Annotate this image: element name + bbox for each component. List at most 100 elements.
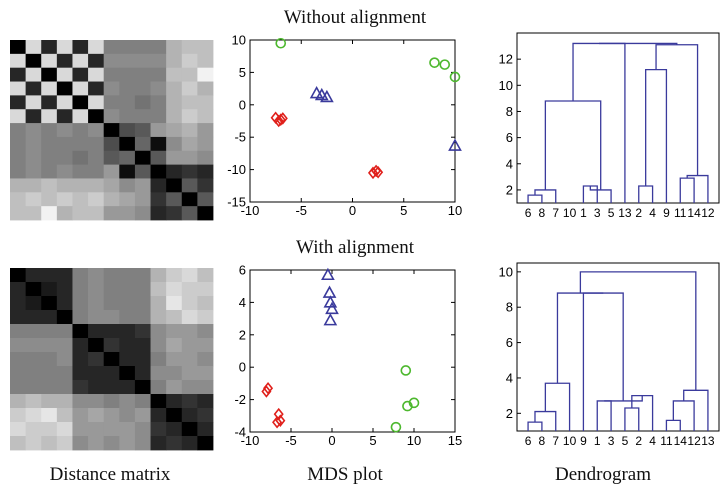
heatmap-cell [41, 338, 58, 353]
heatmap-cell [197, 324, 214, 339]
heatmap-cell [103, 164, 120, 179]
y-tick-label: 8 [506, 300, 513, 315]
heatmap-cell [10, 192, 27, 207]
heatmap-cell [197, 436, 214, 451]
heatmap-cell [88, 53, 105, 69]
heatmap-cell [25, 282, 42, 297]
heatmap-cell [10, 282, 27, 297]
heatmap-cell [72, 95, 89, 110]
heatmap-cell [150, 380, 167, 395]
heatmap-cell [181, 268, 198, 283]
leaf-label: 1 [580, 206, 587, 220]
y-tick-label: 10 [499, 78, 513, 93]
heatmap-cell [181, 95, 198, 110]
heatmap-cell [103, 40, 120, 55]
heatmap-cell [25, 338, 42, 353]
x-tick-label: 0 [328, 433, 335, 448]
heatmap-cell [56, 109, 73, 124]
heatmap-cell [10, 338, 27, 353]
heatmap-cell [10, 67, 27, 82]
heatmap-cell [10, 206, 27, 221]
heatmap-cell [166, 310, 183, 325]
heatmap-cell [88, 436, 105, 451]
heatmap-cell [25, 164, 42, 179]
heatmap-cell [88, 81, 105, 96]
heatmap-cell [10, 178, 27, 193]
heatmap-cell [25, 352, 42, 367]
heatmap-cell [10, 53, 27, 69]
heatmap-cell [56, 40, 73, 55]
heatmap-cell [25, 192, 42, 207]
heatmap-cell [88, 366, 105, 381]
axes-frame [516, 262, 720, 432]
heatmap-cell [119, 123, 136, 138]
heatmap-cell [119, 53, 136, 69]
heatmap-cell [41, 282, 58, 297]
dendrogram-link [679, 177, 695, 203]
heatmap-cell [103, 408, 120, 423]
leaf-label: 12 [687, 434, 701, 448]
heatmap-cell [25, 40, 42, 55]
heatmap-cell [181, 67, 198, 82]
heatmap-cell [166, 296, 183, 311]
y-tick-label: 6 [506, 130, 513, 145]
heatmap-cell [72, 366, 89, 381]
heatmap-cell [134, 178, 151, 193]
heatmap-cell [166, 366, 183, 381]
row-title-with-alignment: With alignment [296, 237, 415, 258]
heatmap-cell [103, 422, 120, 437]
heatmap-cell [56, 206, 73, 221]
heatmap-cell [197, 40, 214, 55]
heatmap-cell [72, 338, 89, 353]
heatmap-cell [72, 67, 89, 82]
heatmap-cell [103, 206, 120, 221]
heatmap-cell [150, 268, 167, 283]
heatmap-cell [72, 310, 89, 325]
heatmap-cell [56, 296, 73, 311]
heatmap-cell [88, 123, 105, 138]
heatmap-cell [41, 109, 58, 124]
heatmap-cell [41, 324, 58, 339]
heatmap-cell [10, 408, 27, 423]
heatmap-cell [72, 422, 89, 437]
heatmap-cell [72, 282, 89, 297]
leaf-label: 9 [580, 434, 587, 448]
heatmap-cell [197, 352, 214, 367]
heatmap-cell [56, 67, 73, 82]
heatmap-cell [41, 436, 58, 451]
heatmap-cell [72, 352, 89, 367]
scatter-point-circle [408, 397, 420, 409]
heatmap-cell [88, 136, 105, 152]
heatmap-cell [166, 164, 183, 179]
heatmap-cell [150, 324, 167, 339]
heatmap-cell [25, 422, 42, 437]
leaf-label: 13 [618, 206, 632, 220]
heatmap-cell [41, 268, 58, 283]
heatmap-cell [103, 109, 120, 124]
heatmap-cell [88, 282, 105, 297]
heatmap-cell [166, 192, 183, 207]
heatmap-cell [134, 310, 151, 325]
dendrogram-link [544, 382, 571, 431]
heatmap-cell [197, 282, 214, 297]
heatmap-cell [119, 310, 136, 325]
heatmap-cell [134, 150, 151, 166]
heatmap-cell [72, 178, 89, 193]
leaf-label: 11 [674, 206, 687, 220]
x-tick-label: -10 [241, 433, 260, 448]
heatmap-cell [181, 109, 198, 124]
heatmap-cell [56, 268, 73, 283]
scatter-point-triangle [325, 301, 339, 315]
leaf-label: 1 [594, 434, 601, 448]
heatmap-cell [10, 310, 27, 325]
heatmap-cell [103, 95, 120, 110]
leaf-label: 2 [635, 434, 642, 448]
leaf-label: 6 [525, 206, 532, 220]
dendrogram-link [638, 185, 654, 203]
row-title-without-alignment: Without alignment [284, 7, 427, 28]
heatmap-cell [10, 394, 27, 409]
heatmap-cell [10, 380, 27, 395]
heatmap-cell [88, 408, 105, 423]
heatmap-cell [150, 136, 167, 152]
